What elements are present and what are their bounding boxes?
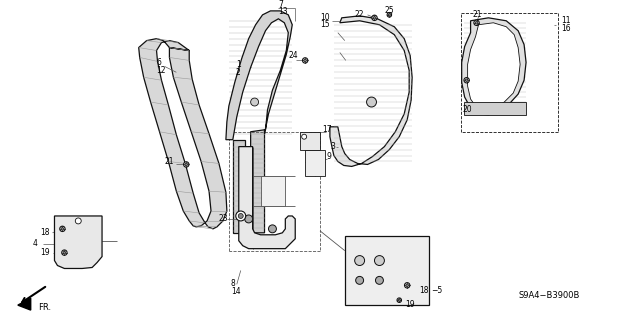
Circle shape [387, 13, 392, 17]
Polygon shape [260, 176, 285, 206]
Polygon shape [463, 102, 526, 115]
Circle shape [474, 20, 479, 26]
Text: 6: 6 [157, 58, 161, 67]
Text: 8: 8 [231, 279, 236, 288]
Text: 11: 11 [561, 16, 570, 25]
Text: 7: 7 [278, 0, 284, 10]
Circle shape [76, 218, 81, 224]
Text: FR.: FR. [38, 303, 51, 312]
Polygon shape [233, 140, 244, 233]
Text: 25: 25 [385, 6, 394, 15]
Circle shape [238, 213, 243, 219]
Circle shape [356, 276, 364, 284]
Text: 2: 2 [236, 68, 241, 77]
Text: 19: 19 [40, 248, 51, 257]
Text: 12: 12 [157, 66, 166, 75]
Circle shape [404, 283, 410, 288]
Text: 23: 23 [219, 214, 228, 223]
Text: 22: 22 [355, 10, 364, 19]
Circle shape [61, 250, 67, 255]
Circle shape [244, 215, 253, 223]
Circle shape [185, 163, 188, 166]
Circle shape [355, 256, 365, 265]
Text: 20: 20 [463, 106, 472, 115]
Polygon shape [300, 132, 320, 150]
Text: 10: 10 [320, 13, 330, 22]
Circle shape [236, 211, 246, 221]
Text: 17: 17 [322, 125, 332, 134]
Text: 21: 21 [164, 157, 174, 166]
Polygon shape [139, 39, 227, 229]
Text: 18: 18 [40, 228, 50, 237]
Circle shape [61, 227, 64, 230]
Polygon shape [54, 216, 102, 269]
Circle shape [63, 251, 66, 254]
Circle shape [464, 78, 469, 83]
Circle shape [373, 17, 376, 19]
Text: 3: 3 [330, 142, 335, 151]
Polygon shape [468, 23, 520, 109]
Circle shape [397, 298, 401, 302]
Polygon shape [305, 150, 325, 176]
Circle shape [184, 162, 189, 167]
Circle shape [406, 284, 408, 287]
Text: −5: −5 [431, 286, 442, 295]
Text: S9A4−B3900B: S9A4−B3900B [518, 291, 579, 300]
Polygon shape [18, 298, 31, 310]
Circle shape [376, 276, 383, 284]
Text: 21: 21 [472, 10, 482, 19]
Polygon shape [330, 16, 412, 167]
Circle shape [301, 134, 307, 139]
Circle shape [372, 15, 377, 20]
Circle shape [60, 226, 65, 232]
Polygon shape [461, 18, 526, 115]
Text: 9: 9 [327, 152, 332, 161]
Circle shape [398, 299, 401, 301]
Text: 14: 14 [231, 287, 241, 296]
Polygon shape [345, 236, 429, 305]
Circle shape [465, 79, 468, 82]
Text: 19: 19 [405, 300, 415, 309]
Polygon shape [239, 147, 295, 249]
Circle shape [251, 98, 259, 106]
Text: 4: 4 [33, 239, 38, 248]
Circle shape [476, 21, 478, 24]
Circle shape [269, 225, 276, 233]
Text: 16: 16 [561, 24, 570, 33]
Circle shape [388, 14, 390, 16]
Polygon shape [251, 130, 264, 233]
Circle shape [303, 58, 308, 63]
Text: 24: 24 [288, 51, 298, 60]
Circle shape [367, 97, 376, 107]
Text: 15: 15 [320, 20, 330, 29]
Polygon shape [226, 11, 292, 140]
Circle shape [304, 59, 307, 62]
Text: 13: 13 [278, 7, 288, 16]
Text: 1: 1 [236, 60, 241, 69]
Circle shape [374, 256, 385, 265]
Text: 18: 18 [419, 286, 429, 295]
